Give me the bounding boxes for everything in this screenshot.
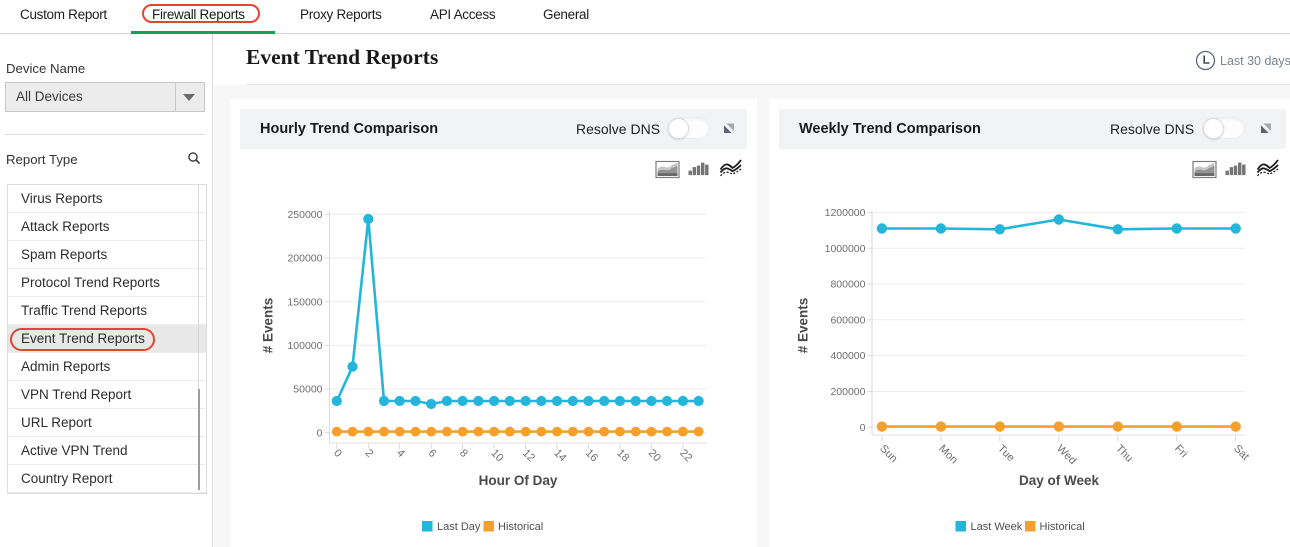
svg-text:1000000: 1000000 <box>825 243 866 255</box>
svg-text:# Events: # Events <box>796 298 811 354</box>
svg-text:Wed: Wed <box>1054 443 1078 467</box>
svg-text:150000: 150000 <box>287 296 322 308</box>
svg-text:4: 4 <box>394 447 407 460</box>
svg-text:20: 20 <box>646 447 663 464</box>
svg-text:200000: 200000 <box>287 253 322 265</box>
svg-text:600000: 600000 <box>830 314 865 326</box>
svg-text:Historical: Historical <box>1040 521 1085 533</box>
svg-text:Last Day: Last Day <box>437 521 481 533</box>
svg-text:18: 18 <box>614 447 631 464</box>
svg-text:Thu: Thu <box>1113 443 1135 465</box>
svg-text:12: 12 <box>520 447 537 464</box>
svg-text:Day of Week: Day of Week <box>1019 473 1100 488</box>
svg-text:Mon: Mon <box>936 443 960 467</box>
svg-text:Historical: Historical <box>498 521 543 533</box>
svg-text:16: 16 <box>583 447 600 464</box>
svg-text:# Events: # Events <box>261 298 276 354</box>
svg-text:22: 22 <box>677 447 694 464</box>
svg-text:Tue: Tue <box>995 443 1017 465</box>
svg-text:10: 10 <box>488 447 505 464</box>
svg-text:Hour Of Day: Hour Of Day <box>479 473 558 488</box>
svg-text:800000: 800000 <box>830 279 865 291</box>
svg-text:Fri: Fri <box>1172 443 1190 461</box>
svg-text:8: 8 <box>457 447 470 460</box>
svg-text:Sat: Sat <box>1231 443 1251 463</box>
svg-text:0: 0 <box>331 447 344 460</box>
svg-text:Last Week: Last Week <box>971 521 1023 533</box>
svg-text:50000: 50000 <box>293 384 322 396</box>
svg-text:1200000: 1200000 <box>825 207 866 219</box>
svg-text:400000: 400000 <box>830 350 865 362</box>
svg-text:6: 6 <box>426 447 439 460</box>
svg-text:14: 14 <box>551 447 568 464</box>
svg-text:2: 2 <box>363 447 376 460</box>
svg-text:100000: 100000 <box>287 340 322 352</box>
svg-text:Sun: Sun <box>877 443 899 465</box>
svg-text:0: 0 <box>317 427 323 439</box>
svg-text:250000: 250000 <box>287 209 322 221</box>
svg-text:0: 0 <box>860 422 866 434</box>
svg-text:200000: 200000 <box>830 386 865 398</box>
